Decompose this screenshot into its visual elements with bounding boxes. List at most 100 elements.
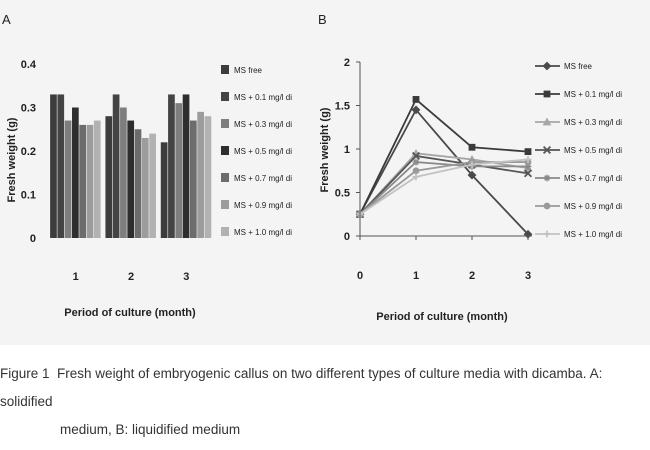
chart-a-legend-label: MS + 0.1 mg/l di (234, 93, 292, 102)
chart-a-bar (175, 103, 183, 239)
chart-b-y-tick-label: 2 (344, 57, 350, 69)
chart-a-bar (189, 120, 197, 238)
chart-a-bars (50, 94, 212, 239)
chart-b-point (468, 143, 476, 151)
chart-a-y-tick-label: 0.4 (21, 59, 37, 71)
chart-b-point (524, 163, 532, 170)
chart-a-legend-label: MS + 0.7 mg/l di (234, 174, 292, 183)
chart-b-point (411, 151, 421, 160)
chart-b-legend-label: MS + 1.0 mg/l di (564, 230, 622, 239)
chart-a-legend-swatch (221, 200, 229, 209)
chart-a-y-tick-label: 0.1 (21, 190, 36, 202)
chart-a-x-tick-label: 1 (73, 271, 79, 283)
chart-b-series-line (359, 152, 529, 215)
chart-a-legend-label: MS + 0.5 mg/l di (234, 147, 292, 156)
chart-b-legend-label: MS + 0.3 mg/l di (564, 118, 622, 127)
chart-a-y-tick-label: 0.2 (21, 146, 36, 158)
chart-b-point (523, 169, 533, 178)
chart-b-legend-marker (543, 174, 551, 182)
chart-a-x-ticks: 1 2 3 (73, 271, 190, 283)
chart-b-x-tick-label: 1 (413, 270, 419, 282)
chart-a-bar (197, 111, 204, 238)
chart-a: A Fresh weight (g) Period of culture (mo… (2, 12, 292, 319)
chart-a-bar (112, 94, 120, 238)
caption-text-1: Fresh weight of embryogenic callus on tw… (0, 366, 603, 409)
chart-b-x-axis-title: Period of culture (month) (376, 311, 508, 323)
chart-a-legend-label: MS free (234, 66, 263, 75)
chart-b-legend-label: MS + 0.1 mg/l di (564, 90, 622, 99)
chart-a-x-axis-title: Period of culture (month) (64, 307, 196, 319)
chart-a-legend-label: MS + 0.3 mg/l di (234, 120, 292, 129)
chart-b-point (412, 173, 420, 181)
chart-b-legend: MS free MS + 0.1 mg/l di MS + 0.3 mg/l di M… (535, 61, 622, 239)
chart-b-y-tick-label: 0.5 (335, 188, 350, 200)
chart-b-legend-marker (543, 90, 551, 98)
chart-a-legend-swatch (221, 65, 229, 74)
chart-a-legend-label: MS + 1.0 mg/l di (234, 228, 292, 237)
chart-a-bar (57, 94, 65, 238)
chart-b-y-tick-label: 1.5 (335, 101, 350, 113)
chart-b: B Fresh weight (g) Period of culture (mo… (318, 12, 622, 323)
chart-a-legend-swatch (221, 92, 229, 101)
chart-a-bar (160, 142, 168, 238)
chart-b-point (411, 105, 421, 115)
chart-a-bar (105, 116, 113, 238)
chart-b-point (468, 161, 476, 169)
chart-a-x-tick-label: 3 (183, 271, 189, 283)
chart-b-y-tick-label: 0 (344, 231, 350, 243)
chart-b-legend-marker (543, 202, 551, 210)
chart-b-point (467, 170, 477, 180)
chart-b-series-line (359, 158, 529, 215)
chart-a-bar (50, 94, 57, 238)
chart-b-x-tick-label: 0 (357, 270, 363, 282)
chart-b-series-line (359, 108, 529, 235)
figure-svg: A Fresh weight (g) Period of culture (mo… (2, 12, 622, 323)
chart-b-x-tick-label: 2 (469, 270, 475, 282)
chart-b-legend-marker (543, 230, 551, 238)
chart-b-legend-marker (542, 145, 552, 155)
chart-a-bar (204, 116, 212, 238)
chart-a-bar (168, 94, 175, 238)
chart-b-point (412, 96, 420, 103)
chart-a-bar (149, 133, 156, 238)
chart-a-y-tick-label: 0.3 (21, 103, 36, 115)
chart-a-bar (64, 120, 72, 238)
chart-b-series-line (359, 161, 528, 215)
chart-b-series-line (359, 154, 529, 215)
chart-b-legend-label: MS + 0.7 mg/l di (564, 174, 622, 183)
chart-a-legend-swatch (221, 146, 229, 155)
chart-b-y-axis-title: Fresh weight (g) (319, 107, 331, 192)
chart-b-point (412, 158, 420, 166)
chart-a-panel-label: A (2, 12, 11, 27)
chart-a-bar (72, 107, 79, 238)
caption-line-1: Figure 1 Fresh weight of embryogenic cal… (0, 360, 645, 416)
chart-a-bar (79, 124, 87, 238)
chart-a-bar (141, 137, 149, 238)
chart-a-y-tick-label: 0 (30, 233, 36, 245)
chart-a-legend-swatch (221, 119, 229, 128)
figure-caption: Figure 1 Fresh weight of embryogenic cal… (0, 360, 645, 444)
chart-b-series-line (359, 97, 529, 215)
caption-label: Figure 1 (0, 366, 50, 381)
chart-a-y-axis-title: Fresh weight (g) (6, 117, 18, 202)
chart-b-lines (355, 96, 533, 239)
chart-a-legend-swatch (221, 227, 229, 236)
chart-a-bar (120, 107, 127, 238)
figure: A Fresh weight (g) Period of culture (mo… (0, 0, 650, 345)
chart-b-y-tick-label: 1 (344, 144, 350, 156)
chart-a-legend: MS free MS + 0.1 mg/l di MS + 0.3 mg/l di M… (221, 65, 292, 237)
chart-a-bar (182, 94, 190, 238)
chart-b-point (524, 156, 532, 163)
chart-b-point (412, 167, 420, 175)
chart-a-x-tick-label: 2 (128, 271, 134, 283)
chart-b-legend-marker (542, 117, 552, 126)
chart-b-panel-label: B (318, 12, 327, 27)
chart-a-bar (86, 124, 94, 238)
chart-b-y-ticks: 0 0.5 1 1.5 2 (335, 57, 360, 243)
caption-line-2: medium, B: liquidified medium (60, 422, 241, 437)
chart-a-bar (127, 120, 135, 238)
chart-b-point (523, 229, 533, 239)
chart-b-point (524, 148, 532, 156)
chart-a-legend-swatch (221, 173, 229, 182)
chart-b-legend-marker (542, 61, 552, 71)
